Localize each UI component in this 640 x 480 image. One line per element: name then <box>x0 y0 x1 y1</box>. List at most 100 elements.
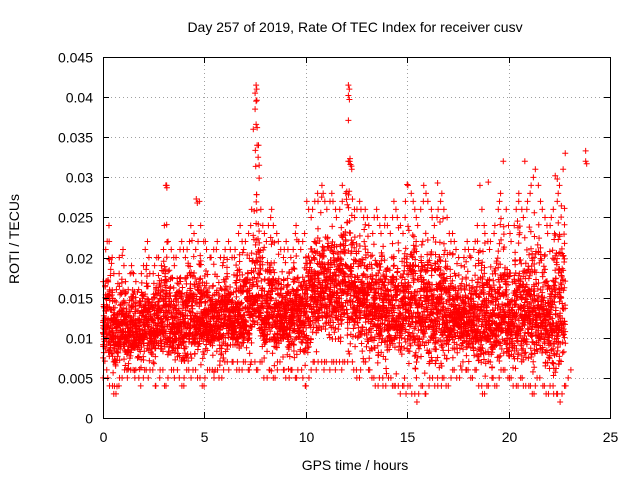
data-point <box>387 230 394 237</box>
data-point <box>365 222 372 229</box>
data-point <box>188 374 195 381</box>
data-point <box>305 374 312 381</box>
data-point <box>122 362 129 369</box>
data-point <box>346 350 353 357</box>
data-point <box>378 230 385 237</box>
data-point <box>422 230 429 237</box>
data-point <box>431 222 438 229</box>
data-point <box>151 262 158 269</box>
data-point <box>127 352 134 359</box>
data-point <box>288 366 295 373</box>
data-point <box>191 230 198 237</box>
data-point <box>117 346 124 353</box>
data-point <box>275 238 282 245</box>
data-point <box>424 236 431 243</box>
data-point <box>130 313 137 320</box>
data-point <box>290 265 297 272</box>
data-point <box>243 344 250 351</box>
data-point <box>111 358 118 365</box>
data-point <box>464 268 471 275</box>
data-point <box>465 358 472 365</box>
data-point <box>474 222 481 229</box>
data-point <box>286 374 293 381</box>
data-point <box>235 230 242 237</box>
data-point <box>164 239 171 246</box>
data-point <box>404 182 411 189</box>
data-point <box>318 194 325 201</box>
data-point <box>413 359 420 366</box>
data-point <box>287 254 294 261</box>
data-point <box>242 238 249 245</box>
data-point <box>112 361 119 368</box>
data-point <box>290 259 297 266</box>
data-point <box>116 270 123 277</box>
data-point <box>321 198 328 205</box>
data-point <box>356 374 363 381</box>
data-point <box>349 358 356 365</box>
data-point <box>352 343 359 350</box>
data-point <box>426 382 433 389</box>
data-point <box>363 343 370 350</box>
data-point <box>318 182 325 189</box>
data-point <box>290 246 297 253</box>
data-point <box>103 308 110 315</box>
data-point <box>346 86 353 93</box>
data-point <box>145 321 152 328</box>
data-point <box>280 254 287 261</box>
data-point <box>428 206 435 213</box>
data-point <box>107 266 114 273</box>
data-point <box>422 390 429 397</box>
data-point <box>418 241 425 248</box>
data-point <box>161 263 168 270</box>
data-point <box>122 290 129 297</box>
data-point <box>144 273 151 280</box>
data-point <box>109 289 116 296</box>
data-point <box>359 348 366 355</box>
data-point <box>320 366 327 373</box>
data-point <box>279 268 286 275</box>
data-point <box>417 206 424 213</box>
data-point <box>403 390 410 397</box>
data-point <box>259 222 266 229</box>
data-point <box>144 283 151 290</box>
data-point <box>240 246 247 253</box>
data-point <box>329 198 336 205</box>
data-point <box>252 163 259 170</box>
data-point <box>159 366 166 373</box>
data-point <box>127 308 134 315</box>
data-point <box>436 219 443 226</box>
data-point <box>233 293 240 300</box>
data-point <box>428 272 435 279</box>
data-point <box>109 330 116 337</box>
data-point <box>414 222 421 229</box>
data-point <box>473 366 480 373</box>
data-point <box>177 274 184 281</box>
data-point <box>331 329 338 336</box>
data-point <box>286 270 293 277</box>
data-point <box>109 353 116 360</box>
data-point <box>125 302 132 309</box>
data-point <box>302 382 309 389</box>
data-point <box>109 254 116 261</box>
data-point <box>253 86 260 93</box>
data-point <box>247 222 254 229</box>
data-point <box>232 246 239 253</box>
data-point <box>151 360 158 367</box>
data-point <box>101 358 108 365</box>
data-point <box>345 348 352 355</box>
data-point <box>107 272 114 279</box>
data-point <box>374 359 381 366</box>
data-point <box>137 382 144 389</box>
data-point <box>125 313 132 320</box>
data-point <box>111 297 118 304</box>
data-point <box>301 230 308 237</box>
data-point <box>114 349 121 356</box>
data-point <box>383 365 390 372</box>
data-point <box>181 374 188 381</box>
data-point <box>269 350 276 357</box>
data-point <box>148 303 155 310</box>
data-point <box>382 382 389 389</box>
data-point <box>170 284 177 291</box>
data-point <box>394 214 401 221</box>
